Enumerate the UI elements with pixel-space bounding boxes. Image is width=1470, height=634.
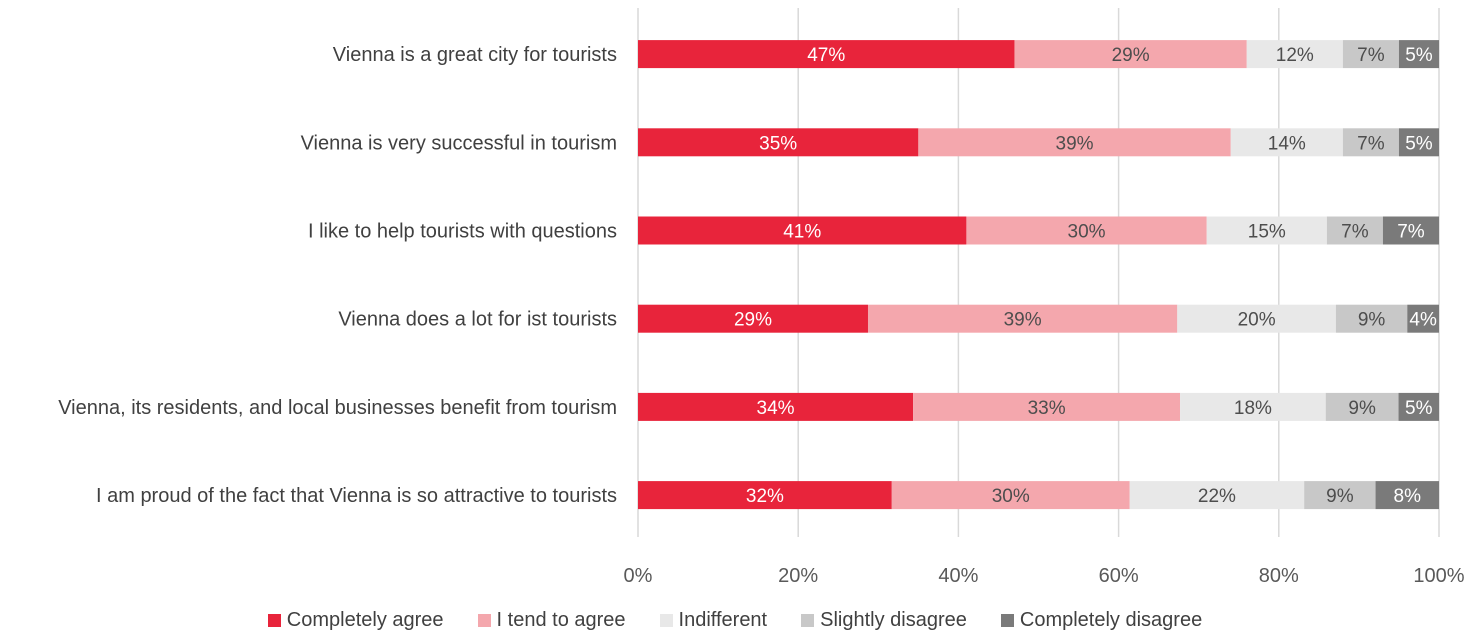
legend-item: Completely agree bbox=[267, 608, 444, 632]
data-label: 29% bbox=[734, 310, 772, 331]
category-labels: Vienna is a great city for tourists Vienn… bbox=[58, 44, 617, 507]
bar-segment bbox=[1180, 392, 1326, 421]
x-tick-label: 100% bbox=[1413, 565, 1464, 587]
category-label: Vienna is very successful in tourism bbox=[301, 132, 617, 154]
data-label: 33% bbox=[1028, 398, 1066, 419]
bar-segment bbox=[638, 216, 967, 245]
bar-segment bbox=[1342, 40, 1399, 69]
bar-segment bbox=[1382, 216, 1439, 245]
bar-segment bbox=[913, 392, 1181, 421]
legend-swatch bbox=[801, 613, 815, 627]
data-label: 20% bbox=[1238, 310, 1276, 331]
legend-label: Completely agree bbox=[286, 608, 444, 631]
bar-segment bbox=[966, 216, 1207, 245]
x-tick-label: 0% bbox=[624, 565, 653, 587]
bar-segment bbox=[1398, 128, 1439, 157]
bar-segment bbox=[638, 40, 1015, 69]
legend-label: Slightly disagree bbox=[820, 608, 967, 631]
data-label: 9% bbox=[1326, 486, 1354, 507]
data-label: 7% bbox=[1357, 45, 1385, 66]
x-tick-label: 80% bbox=[1259, 565, 1299, 587]
bar-segment bbox=[1129, 481, 1305, 510]
data-label: 34% bbox=[757, 398, 795, 419]
legend-label: Completely disagree bbox=[1019, 608, 1203, 631]
legend-swatch bbox=[659, 613, 673, 627]
data-label: 29% bbox=[1112, 45, 1150, 66]
data-label: 5% bbox=[1405, 133, 1433, 154]
data-label: 5% bbox=[1405, 45, 1433, 66]
legend: Completely agree I tend to agree Indiffere… bbox=[0, 606, 1470, 634]
data-label: 7% bbox=[1341, 222, 1369, 243]
stacked-bar-chart: 47% 29% 12% 7% 5% 35% 39% 14% 7% 5% 41% 30% 15% 7% 7% 2… bbox=[58, 8, 1465, 587]
bar-segment bbox=[867, 304, 1178, 333]
category-label: Vienna does a lot for ist tourists bbox=[338, 309, 617, 331]
legend-swatch bbox=[1000, 613, 1014, 627]
bar-segment bbox=[891, 481, 1130, 510]
data-label: 4% bbox=[1409, 310, 1437, 331]
data-label: 9% bbox=[1358, 310, 1386, 331]
data-label: 14% bbox=[1268, 133, 1306, 154]
bar-segment bbox=[1206, 216, 1327, 245]
legend-item: I tend to agree bbox=[477, 608, 626, 632]
bar-segment bbox=[1014, 40, 1247, 69]
bar-segment bbox=[1342, 128, 1399, 157]
bar-segment bbox=[1246, 40, 1343, 69]
data-label: 5% bbox=[1405, 398, 1433, 419]
bar-segment bbox=[638, 481, 892, 510]
data-label: 22% bbox=[1198, 486, 1236, 507]
bar-segment bbox=[638, 304, 868, 333]
legend-item: Slightly disagree bbox=[801, 609, 967, 632]
legend-label: Indifferent bbox=[678, 608, 768, 631]
bar-segment bbox=[1304, 481, 1376, 510]
data-label: 39% bbox=[1056, 133, 1094, 154]
legend-item: Completely disagree bbox=[1000, 608, 1203, 632]
data-label: 9% bbox=[1348, 398, 1376, 419]
x-tick-label: 40% bbox=[938, 565, 978, 587]
data-label: 30% bbox=[992, 486, 1030, 507]
bar-segment bbox=[1335, 304, 1408, 333]
bar-series: 47% 29% 12% 7% 5% 35% 39% 14% 7% 5% 41% 30% 15% 7% 7% 2… bbox=[638, 40, 1439, 510]
category-label: Vienna is a great city for tourists bbox=[333, 44, 617, 66]
bar-segment bbox=[1326, 216, 1383, 245]
legend-swatch bbox=[477, 613, 491, 627]
x-axis-ticks: 0% 20% 40% 60% 80% 100% bbox=[624, 565, 1465, 587]
category-label: I like to help tourists with questions bbox=[308, 221, 617, 243]
bar-segment bbox=[638, 128, 919, 157]
category-label: Vienna, its residents, and local busines… bbox=[58, 397, 617, 419]
data-label: 30% bbox=[1068, 222, 1106, 243]
bar-segment bbox=[1177, 304, 1336, 333]
legend-swatch bbox=[267, 613, 281, 627]
data-label: 12% bbox=[1276, 45, 1314, 66]
bar-segment bbox=[1398, 392, 1439, 421]
legend-label: I tend to agree bbox=[496, 608, 626, 631]
data-label: 41% bbox=[783, 222, 821, 243]
legend-item: Indifferent bbox=[659, 608, 768, 632]
bar-segment bbox=[1398, 40, 1439, 69]
data-label: 7% bbox=[1357, 133, 1385, 154]
x-tick-label: 60% bbox=[1099, 565, 1139, 587]
bar-segment bbox=[1375, 481, 1439, 510]
bar-segment bbox=[918, 128, 1231, 157]
data-label: 39% bbox=[1004, 310, 1042, 331]
x-tick-label: 20% bbox=[778, 565, 818, 587]
category-label: I am proud of the fact that Vienna is so… bbox=[96, 485, 617, 507]
data-label: 15% bbox=[1248, 222, 1286, 243]
bar-segment bbox=[1407, 304, 1439, 333]
grid-lines bbox=[637, 8, 1440, 537]
data-label: 35% bbox=[759, 133, 797, 154]
data-label: 47% bbox=[807, 45, 845, 66]
data-label: 32% bbox=[746, 486, 784, 507]
data-label: 18% bbox=[1234, 398, 1272, 419]
bar-segment bbox=[1230, 128, 1343, 157]
data-label: 8% bbox=[1394, 486, 1422, 507]
bar-segment bbox=[1325, 392, 1399, 421]
bar-segment bbox=[638, 392, 914, 421]
data-label: 7% bbox=[1397, 222, 1425, 243]
